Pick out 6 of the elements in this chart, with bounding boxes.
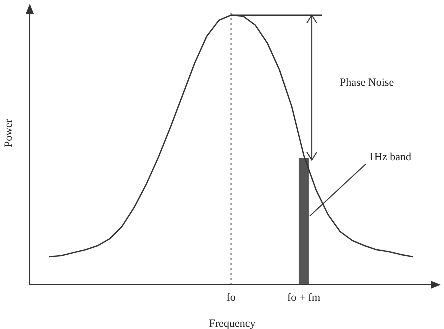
annotation: Phase Noise: [340, 77, 394, 89]
annotation: 1Hz band: [369, 151, 412, 164]
y-axis-title: Power: [2, 119, 15, 148]
x-tick-label: fo + fm: [287, 292, 322, 304]
x-tick-label: fo: [226, 292, 236, 304]
x-axis-title: Frequency: [209, 318, 256, 329]
